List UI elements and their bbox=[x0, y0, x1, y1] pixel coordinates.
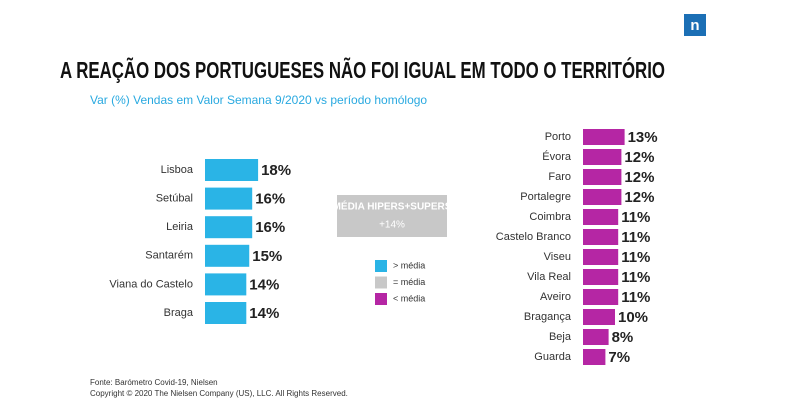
legend-label: > média bbox=[393, 260, 425, 270]
legend-swatch bbox=[375, 260, 387, 272]
value-label: 12% bbox=[624, 149, 654, 166]
logo: n bbox=[690, 17, 699, 34]
legend-label: < média bbox=[393, 293, 425, 303]
bar bbox=[205, 159, 259, 181]
category-label: Santarém bbox=[145, 250, 193, 262]
value-label: 15% bbox=[252, 248, 282, 265]
category-label: Viana do Castelo bbox=[109, 278, 193, 290]
legend-swatch bbox=[375, 276, 387, 289]
value-label: 13% bbox=[628, 129, 658, 146]
footer: Fonte: Barómetro Covid-19, Nielsen bbox=[90, 378, 218, 387]
footer: Copyright © 2020 The Nielsen Company (US… bbox=[90, 389, 348, 398]
bar bbox=[583, 269, 619, 285]
value-label: 12% bbox=[624, 169, 654, 186]
value-label: 7% bbox=[608, 349, 630, 366]
bar bbox=[205, 244, 250, 267]
category-label: Aveiro bbox=[540, 291, 571, 303]
category-label: Braga bbox=[164, 307, 194, 319]
category-label: Vila Real bbox=[527, 271, 571, 283]
bar bbox=[583, 329, 609, 345]
value-label: 11% bbox=[621, 269, 650, 286]
bar bbox=[583, 289, 619, 305]
category-label: Beja bbox=[549, 331, 572, 343]
average-text: +14% bbox=[379, 220, 405, 231]
subtitle: Var (%) Vendas em Valor Semana 9/2020 vs… bbox=[90, 93, 427, 107]
bar bbox=[205, 216, 253, 239]
category-label: Évora bbox=[542, 150, 572, 163]
bar bbox=[205, 187, 253, 210]
bar bbox=[583, 349, 606, 365]
value-label: 11% bbox=[621, 249, 650, 266]
bar bbox=[583, 169, 622, 185]
value-label: 14% bbox=[249, 305, 279, 322]
value-label: 11% bbox=[621, 229, 650, 246]
category-label: Faro bbox=[548, 171, 571, 183]
average-title: MÉDIA HIPERS+SUPERS bbox=[333, 200, 452, 213]
value-label: 14% bbox=[249, 276, 279, 293]
bar bbox=[583, 189, 622, 205]
category-label: Castelo Branco bbox=[496, 231, 571, 243]
category-label: Leiria bbox=[166, 221, 194, 233]
bar bbox=[583, 149, 622, 165]
logo-box bbox=[684, 14, 706, 36]
category-label: Viseu bbox=[544, 251, 571, 263]
average-box bbox=[337, 195, 447, 237]
bar bbox=[583, 209, 619, 225]
bar bbox=[205, 273, 247, 296]
title: A REAÇÃO DOS PORTUGUESES NÃO FOI IGUAL E… bbox=[60, 56, 665, 83]
value-label: 11% bbox=[621, 209, 650, 226]
bar bbox=[583, 129, 625, 145]
value-label: 10% bbox=[618, 309, 648, 326]
category-label: Bragança bbox=[524, 311, 572, 323]
bar bbox=[205, 302, 247, 324]
value-label: 16% bbox=[255, 191, 285, 208]
value-label: 16% bbox=[255, 219, 285, 236]
value-label: 8% bbox=[612, 329, 634, 346]
value-label: 11% bbox=[621, 289, 650, 306]
category-label: Coimbra bbox=[529, 211, 571, 223]
legend-swatch bbox=[375, 293, 387, 305]
category-label: Guarda bbox=[534, 351, 572, 363]
bar bbox=[583, 249, 619, 265]
legend-label: = média bbox=[393, 277, 425, 287]
bar bbox=[583, 229, 619, 245]
value-label: 18% bbox=[261, 162, 291, 179]
category-label: Porto bbox=[545, 131, 571, 143]
category-label: Setúbal bbox=[156, 193, 193, 205]
category-label: Lisboa bbox=[161, 164, 194, 176]
bar bbox=[583, 309, 615, 325]
value-label: 12% bbox=[624, 189, 654, 206]
category-label: Portalegre bbox=[520, 191, 571, 203]
